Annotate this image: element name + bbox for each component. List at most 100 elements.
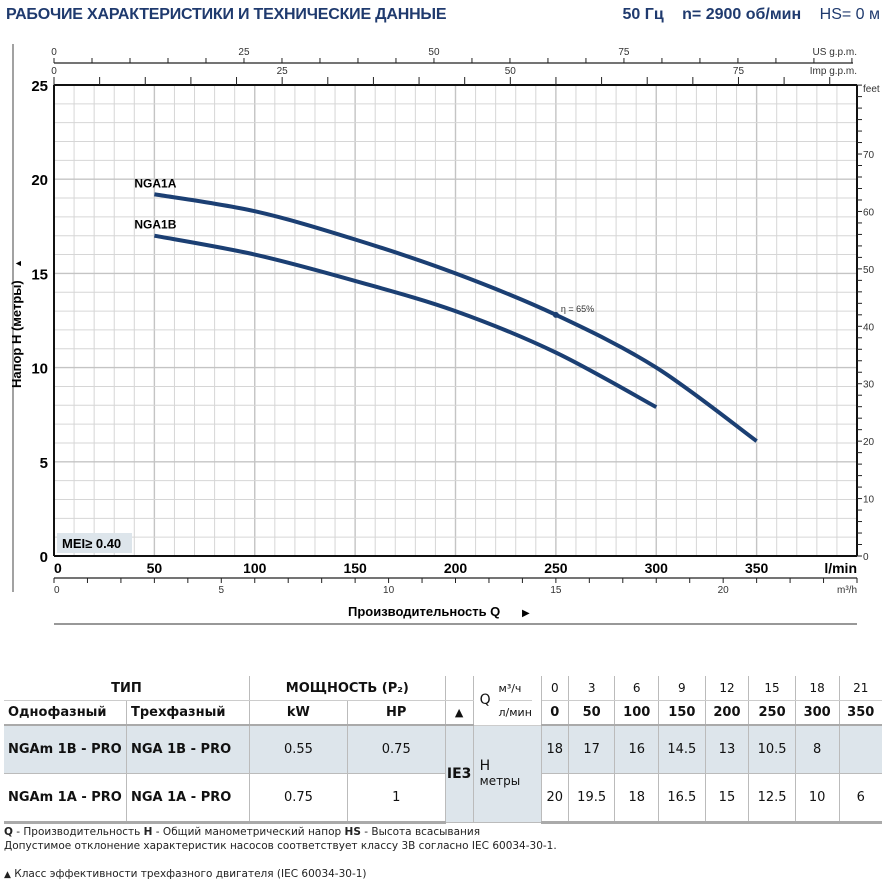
imp-gpm-tick-label: 50 [505, 66, 517, 77]
curves: NGA1A NGA1B η = 65% [134, 176, 758, 443]
q-unit-m3h: м³/ч [498, 677, 532, 701]
x-axis-label: Производительность Q [348, 604, 500, 619]
curve-label-nga1a: NGA1A [134, 176, 176, 190]
page-title: РАБОЧИЕ ХАРАКТЕРИСТИКИ И ТЕХНИЧЕСКИЕ ДАН… [6, 6, 447, 23]
header-type: ТИП [4, 676, 250, 701]
hs-key: HS [344, 826, 361, 838]
y-axis-label: Напор H (метры) [9, 280, 24, 388]
m3h-unit-label: m³/h [837, 585, 857, 596]
head-value: 8 [795, 725, 840, 774]
x-tick-label: 100 [243, 560, 267, 576]
us-gpm-unit-label: US g.p.m. [813, 47, 857, 58]
head-value: 17 [568, 725, 616, 774]
x-tick-label: 0 [54, 560, 62, 576]
feet-tick-label: 0 [863, 552, 869, 563]
legend-line: Q - Производительность H - Общий маномет… [4, 825, 557, 839]
us-gpm-tick-label: 0 [51, 47, 57, 58]
x-tick-label: 350 [745, 560, 769, 576]
us-gpm-tick-label: 75 [618, 47, 630, 58]
model-single-phase: NGAm 1A - PRO [4, 773, 127, 824]
header-hp: HP [347, 700, 446, 726]
imp-gpm-tick-label: 0 [51, 66, 57, 77]
efficiency-text: Класс эффективности трехфазного двигател… [10, 868, 367, 880]
q-lmin-cell: 0 [541, 700, 569, 726]
us-gpm-tick-label: 50 [428, 47, 440, 58]
q-lmin-cell: 100 [614, 700, 660, 726]
x-tick-label: 250 [544, 560, 568, 576]
header-kw: kW [249, 700, 348, 726]
q-m3h-cell: 18 [795, 676, 840, 701]
h-unit: метры [479, 774, 521, 789]
imp-gpm-tick-label: 75 [733, 66, 745, 77]
rotation-speed: n= 2900 об/мин [682, 6, 802, 23]
m3h-tick-label: 15 [550, 585, 562, 596]
y-tick-label: 15 [31, 266, 48, 283]
h-key: H [143, 826, 153, 838]
head-value: 10.5 [748, 725, 796, 774]
q-m3h-cell: 0 [541, 676, 569, 701]
notes: Q - Производительность H - Общий маномет… [4, 825, 557, 882]
header-blank [445, 676, 474, 701]
hs-text: - Высота всасывания [360, 826, 481, 838]
feet-tick-label: 10 [863, 495, 875, 506]
x-tick-label: 150 [343, 560, 367, 576]
m3h-tick-label: 5 [219, 585, 225, 596]
mei-badge-bg [57, 533, 132, 553]
h-label: H [479, 758, 491, 775]
q-label: Q [479, 692, 491, 709]
y-tick-label: 5 [40, 455, 48, 472]
q-m3h-cell: 15 [748, 676, 796, 701]
q-lmin-cell: 200 [705, 700, 750, 726]
x-axis-arrow-icon: ▶ [522, 608, 530, 619]
q-lmin-cell: 250 [748, 700, 796, 726]
header-power: МОЩНОСТЬ (P₂) [249, 676, 446, 701]
power-hp: 1 [347, 773, 446, 824]
y-axis-arrow-icon: ▲ [13, 259, 23, 268]
h-text: - Общий манометрический напор [152, 826, 345, 838]
x-unit-label: l/min [824, 560, 857, 576]
y-tick-label: 25 [31, 78, 48, 95]
ie-class: IE3 [445, 725, 474, 823]
frequency: 50 Гц [622, 6, 664, 23]
head-value: 10 [795, 773, 840, 824]
q-header: Q м³/ч л/мин [473, 676, 542, 726]
model-single-phase: NGAm 1B - PRO [4, 725, 127, 774]
m3h-tick-label: 20 [718, 585, 730, 596]
curve-nga1a [154, 192, 758, 443]
head-value: 15 [705, 773, 750, 824]
y-tick-label: 10 [31, 361, 48, 378]
q-m3h-cell: 3 [568, 676, 616, 701]
operating-specs: 50 Гц n= 2900 об/мин HS= 0 м [609, 6, 880, 24]
x-tick-label: 300 [645, 560, 669, 576]
model-three-phase: NGA 1B - PRO [126, 725, 250, 774]
x-tick-label: 200 [444, 560, 468, 576]
m3h-tick-label: 10 [383, 585, 395, 596]
q-m3h-cell: 21 [839, 676, 882, 701]
head-value: 14.5 [658, 725, 706, 774]
feet-tick-label: 60 [863, 207, 875, 218]
table-row: NGAm 1B - PRO NGA 1B - PRO 0.55 0.75 IE3… [4, 725, 882, 823]
m3h-tick-label: 0 [54, 585, 60, 596]
q-lmin-cell: 50 [568, 700, 616, 726]
head-value: 16 [614, 725, 660, 774]
q-text: - Производительность [12, 826, 144, 838]
power-kw: 0.75 [249, 773, 348, 824]
q-lmin-cell: 350 [839, 700, 882, 726]
q-unit-lmin: л/мин [498, 705, 532, 719]
tolerance-note: Допустимое отклонение характеристик насо… [4, 840, 557, 852]
q-lmin-cell: 300 [795, 700, 840, 726]
efficiency-label: η = 65% [561, 304, 594, 314]
us-gpm-tick-label: 25 [238, 47, 250, 58]
y-tick-label: 20 [31, 172, 48, 189]
feet-tick-label: 20 [863, 437, 875, 448]
h-header: H метры [473, 725, 542, 823]
curve-label-nga1b: NGA1B [134, 218, 176, 232]
head-value: 19.5 [568, 773, 616, 824]
x-tick-label: 50 [147, 560, 163, 576]
head-value: 16.5 [658, 773, 706, 824]
head-value: 6 [839, 773, 882, 824]
efficiency-note: ▲ Класс эффективности трехфазного двигат… [4, 867, 557, 882]
triangle-icon: ▲ [4, 870, 11, 880]
